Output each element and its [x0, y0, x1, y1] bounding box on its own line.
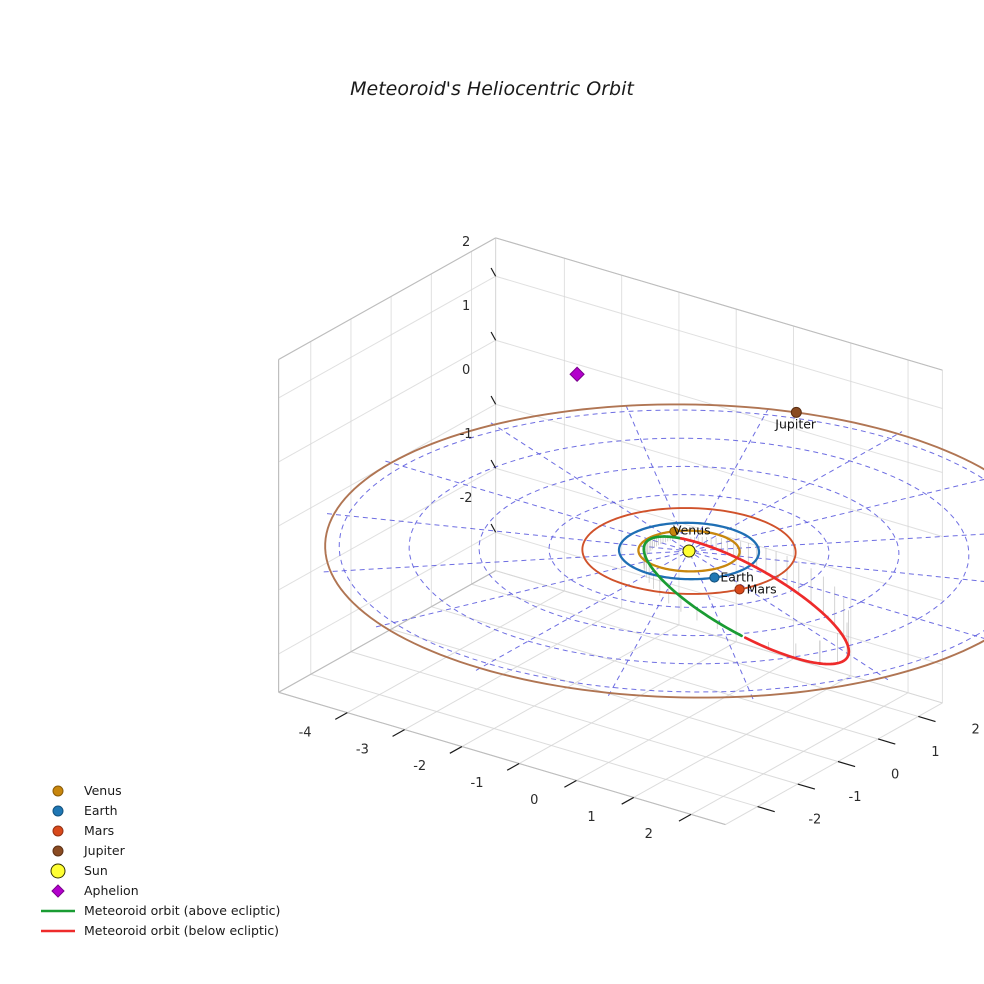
earth-marker — [709, 572, 720, 583]
z-tick-3: -1 — [460, 427, 473, 442]
legend-marker-mars — [52, 825, 64, 837]
legend-marker-earth — [52, 805, 64, 817]
x-tick-3: -1 — [471, 776, 484, 791]
legend-marker-venus — [52, 785, 64, 797]
axis-panes — [278, 237, 943, 826]
z-tick-0: 2 — [462, 235, 470, 250]
y-tick-1: -1 — [849, 790, 862, 805]
planet-orbits — [324, 403, 984, 699]
legend-marker-jupiter — [52, 845, 64, 857]
y-tick-2: 0 — [891, 768, 899, 783]
y-tick-4: 2 — [971, 722, 979, 737]
legend[interactable]: Venus Earth Mars Jupiter Sun Aphelion Meteoroi… — [41, 783, 280, 938]
z-tick-2: 0 — [462, 363, 470, 378]
earth-label: Earth — [720, 570, 754, 585]
aphelion-marker — [569, 366, 585, 382]
venus-label: Venus — [673, 522, 711, 537]
x-tick-0: -4 — [299, 725, 312, 740]
legend-label-6[interactable]: Meteoroid orbit (above ecliptic) — [84, 903, 280, 918]
legend-label-1[interactable]: Earth — [84, 803, 118, 818]
sun-marker — [682, 544, 696, 558]
meteoroid-orbit — [642, 535, 851, 666]
y-tick-0: -2 — [808, 813, 821, 828]
jupiter-label: Jupiter — [774, 416, 817, 431]
legend-marker-sun — [50, 863, 66, 879]
y-tick-3: 1 — [931, 745, 939, 760]
mars-marker — [734, 584, 745, 595]
legend-label-7[interactable]: Meteoroid orbit (below ecliptic) — [84, 923, 279, 938]
x-tick-1: -3 — [356, 742, 369, 757]
page-title: Meteoroid's Heliocentric Orbit — [350, 78, 635, 100]
venus-marker — [669, 526, 679, 537]
legend-label-5[interactable]: Aphelion — [84, 883, 139, 898]
z-tick-1: 1 — [462, 299, 470, 314]
legend-label-4[interactable]: Sun — [84, 863, 108, 878]
x-tick-6: 2 — [645, 827, 653, 842]
legend-label-0[interactable]: Venus — [84, 783, 122, 798]
axis-ticks: -4 -3 -2 -1 0 1 2 -2 -1 0 1 2 2 1 0 -1 -2 — [299, 235, 980, 842]
x-tick-4: 0 — [530, 793, 538, 808]
mars-label: Mars — [747, 581, 777, 596]
x-tick-5: 1 — [587, 810, 595, 825]
jupiter-marker — [790, 406, 802, 418]
legend-label-2[interactable]: Mars — [84, 823, 114, 838]
x-tick-2: -2 — [413, 759, 426, 774]
legend-marker-aphelion — [51, 884, 65, 898]
z-tick-4: -2 — [460, 491, 473, 506]
legend-label-3[interactable]: Jupiter — [83, 843, 126, 858]
